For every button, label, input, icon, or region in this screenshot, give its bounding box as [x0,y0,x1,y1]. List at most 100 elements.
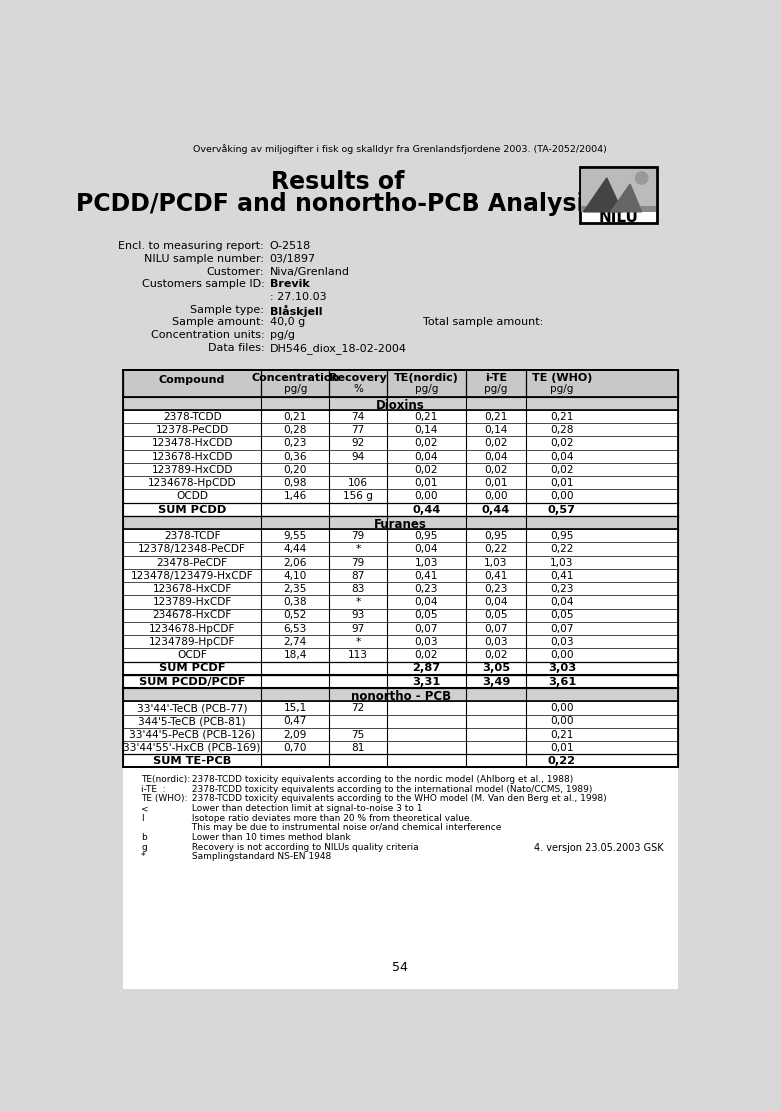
Text: SUM PCDD/PCDF: SUM PCDD/PCDF [139,677,245,687]
Text: Data files:: Data files: [208,343,264,353]
Text: Niva/Grenland: Niva/Grenland [269,267,350,277]
Text: 0,23: 0,23 [415,584,438,594]
Text: 1,03: 1,03 [550,558,573,568]
Text: 0,03: 0,03 [484,637,508,647]
Text: 0,04: 0,04 [550,451,573,461]
Text: 3,61: 3,61 [547,677,576,687]
Text: 94: 94 [351,451,365,461]
Text: I: I [141,813,144,822]
Text: 0,41: 0,41 [484,571,508,581]
Text: 0,04: 0,04 [415,598,438,608]
Text: 0,57: 0,57 [547,504,576,514]
Text: 79: 79 [351,531,365,541]
Text: pg/g: pg/g [269,330,294,340]
Text: 72: 72 [351,703,365,713]
Bar [123,370,678,397]
Text: This may be due to instrumental noise or/and chemical interference: This may be due to instrumental noise or… [189,823,501,832]
Text: 54: 54 [392,961,408,974]
Text: 12378/12348-PeCDF: 12378/12348-PeCDF [138,544,246,554]
Polygon shape [583,178,622,212]
Text: OCDD: OCDD [177,491,209,501]
Text: Sample type:: Sample type: [191,304,264,314]
Text: pg/g: pg/g [284,384,307,394]
Text: 0,02: 0,02 [415,439,438,449]
Text: 40,0 g: 40,0 g [269,318,305,328]
Text: 2,09: 2,09 [284,730,307,740]
Text: pg/g: pg/g [550,384,573,394]
Text: 3,05: 3,05 [482,663,510,673]
Text: 0,01: 0,01 [415,478,438,488]
Text: 0,47: 0,47 [284,717,307,727]
Text: Total sample amount:: Total sample amount: [423,318,544,328]
Text: 3,31: 3,31 [412,677,440,687]
Text: 344'5-TeCB (PCB-81): 344'5-TeCB (PCB-81) [138,717,246,727]
Text: Lower than detection limit at signal-to-noise 3 to 1: Lower than detection limit at signal-to-… [189,804,423,813]
Text: 0,52: 0,52 [284,610,307,620]
Text: 0,07: 0,07 [550,623,573,633]
Text: Lower than 10 times method blank: Lower than 10 times method blank [189,833,351,842]
Text: 2378-TCDF: 2378-TCDF [164,531,220,541]
Text: <: < [141,804,148,813]
Text: 2378-TCDD toxicity equivalents according to the WHO model (M. Van den Berg et al: 2378-TCDD toxicity equivalents according… [189,794,607,803]
Text: SUM PCDF: SUM PCDF [159,663,226,673]
Text: 6,53: 6,53 [284,623,307,633]
Text: 3,03: 3,03 [547,663,576,673]
Text: 15,1: 15,1 [284,703,307,713]
Text: *: * [355,637,361,647]
Text: Encl. to measuring report:: Encl. to measuring report: [119,241,264,251]
Text: 1234678-HpCDF: 1234678-HpCDF [149,623,235,633]
Text: 1,03: 1,03 [415,558,438,568]
Text: 0,02: 0,02 [550,439,573,449]
Text: 123478-HxCDD: 123478-HxCDD [152,439,233,449]
Text: 0,36: 0,36 [284,451,307,461]
Text: 0,21: 0,21 [284,412,307,422]
Text: 123678-HxCDD: 123678-HxCDD [152,451,233,461]
Text: Dioxins: Dioxins [376,399,425,412]
Text: 2378-TCDD toxicity equivalents according to the nordic model (Ahlborg et al., 19: 2378-TCDD toxicity equivalents according… [189,775,573,784]
Text: 123678-HxCDF: 123678-HxCDF [152,584,232,594]
Text: 1234678-HpCDD: 1234678-HpCDD [148,478,237,488]
Text: 0,02: 0,02 [484,650,508,660]
Text: 1234789-HpCDF: 1234789-HpCDF [149,637,235,647]
Text: 79: 79 [351,558,365,568]
Text: 0,22: 0,22 [484,544,508,554]
Text: nonortho - PCB: nonortho - PCB [351,690,451,703]
Text: 0,23: 0,23 [550,584,573,594]
Text: 0,21: 0,21 [550,730,573,740]
Text: : 27.10.03: : 27.10.03 [269,292,326,302]
Text: O-2518: O-2518 [269,241,311,251]
Text: 18,4: 18,4 [284,650,307,660]
Text: 0,00: 0,00 [550,491,574,501]
Text: Recovery: Recovery [329,373,387,383]
Text: 33'44'5-PeCB (PCB-126): 33'44'5-PeCB (PCB-126) [129,730,255,740]
Text: 113: 113 [348,650,368,660]
Bar [123,516,678,529]
Text: 0,21: 0,21 [550,412,573,422]
Text: 123789-HxCDF: 123789-HxCDF [152,598,232,608]
Text: 23478-PeCDF: 23478-PeCDF [157,558,228,568]
Text: 0,05: 0,05 [484,610,508,620]
Text: 92: 92 [351,439,365,449]
Text: 0,00: 0,00 [550,650,574,660]
Bar [123,370,678,768]
Text: 0,20: 0,20 [284,464,307,474]
Text: 4,10: 4,10 [284,571,307,581]
Text: 0,14: 0,14 [415,426,438,436]
Text: 12378-PeCDD: 12378-PeCDD [155,426,229,436]
Text: i-TE  :: i-TE : [141,784,166,794]
Text: OCDF: OCDF [177,650,207,660]
Text: 0,03: 0,03 [415,637,438,647]
Text: 0,95: 0,95 [550,531,573,541]
Text: 0,28: 0,28 [550,426,573,436]
Text: 0,22: 0,22 [550,544,573,554]
Text: 03/1897: 03/1897 [269,253,316,263]
Text: 0,02: 0,02 [484,464,508,474]
Text: *: * [355,544,361,554]
Text: 0,02: 0,02 [484,439,508,449]
Text: 2,74: 2,74 [284,637,307,647]
Text: 0,02: 0,02 [550,464,573,474]
Text: b: b [141,833,147,842]
Text: 0,07: 0,07 [484,623,508,633]
Text: 3,49: 3,49 [482,677,510,687]
Text: NILU: NILU [598,210,638,226]
